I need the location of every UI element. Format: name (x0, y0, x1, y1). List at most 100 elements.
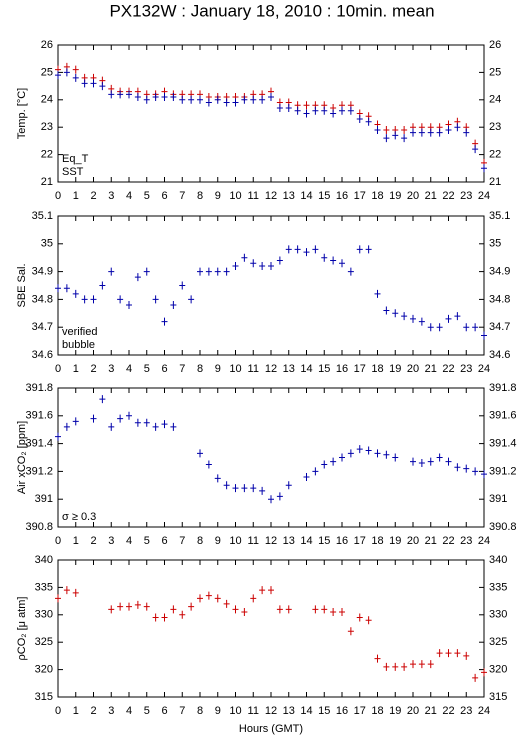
y-tick-label-right: 22 (489, 149, 501, 161)
data-point (259, 262, 266, 271)
y-tick-label: 22 (41, 149, 53, 161)
data-point (401, 662, 408, 671)
y-tick-label-right: 325 (489, 636, 507, 648)
data-point (294, 106, 301, 115)
data-point (410, 457, 416, 466)
data-point (126, 300, 132, 309)
data-point (72, 65, 79, 74)
x-tick-label: 22 (442, 363, 454, 375)
x-tick-label: 2 (90, 535, 96, 547)
x-tick-label: 22 (442, 705, 454, 717)
data-point (303, 101, 310, 110)
chart-title: PX132W : January 18, 2010 : 10min. mean (109, 1, 434, 20)
data-point (294, 245, 301, 254)
x-tick-label: 17 (354, 363, 366, 375)
legend-entry: verified (62, 326, 97, 338)
x-tick-label: 8 (197, 190, 203, 202)
y-tick-label-right: 391.8 (489, 382, 517, 394)
data-point (117, 414, 124, 423)
data-point (268, 262, 274, 271)
data-point (241, 484, 248, 493)
data-point (481, 331, 487, 340)
y-tick-label: 340 (35, 554, 53, 566)
x-tick-label: 24 (478, 363, 490, 375)
data-point (161, 93, 168, 102)
x-tick-label: 11 (248, 535, 259, 547)
data-point (276, 256, 283, 265)
data-point (463, 464, 470, 473)
data-point (410, 128, 416, 137)
y-tick-label-right: 34.8 (489, 293, 510, 305)
data-point (143, 418, 150, 427)
y-axis-label: ρCO₂ [μ atm] (16, 597, 28, 661)
x-tick-label: 17 (354, 705, 366, 717)
data-point (312, 245, 319, 254)
data-point (321, 106, 328, 115)
x-tick-label: 17 (354, 535, 366, 547)
y-tick-label-right: 25 (489, 66, 501, 78)
data-point (285, 605, 292, 614)
data-point (427, 457, 434, 466)
data-point (356, 245, 363, 254)
data-point (170, 300, 177, 309)
data-point (205, 591, 212, 600)
x-tick-label: 12 (265, 705, 277, 717)
y-tick-label: 325 (35, 636, 53, 648)
x-tick-label: 6 (161, 190, 167, 202)
data-point (55, 594, 61, 603)
x-tick-label: 17 (354, 190, 366, 202)
x-tick-label: 22 (442, 535, 454, 547)
data-point (454, 123, 461, 132)
data-point (472, 145, 479, 154)
x-tick-label: 20 (407, 535, 419, 547)
data-point (383, 306, 390, 315)
x-tick-label: 12 (265, 190, 277, 202)
x-tick-label: 14 (300, 705, 312, 717)
plot-frame (57, 559, 485, 698)
data-point (197, 95, 203, 104)
x-tick-label: 23 (460, 190, 472, 202)
data-point (108, 267, 115, 276)
y-tick-label: 391.8 (25, 382, 53, 394)
data-point (339, 608, 345, 617)
data-point (285, 481, 292, 490)
data-point (303, 248, 310, 257)
data-point (285, 104, 292, 113)
data-point (312, 605, 319, 614)
data-point (170, 93, 177, 102)
data-point (330, 256, 337, 265)
data-point (161, 613, 168, 622)
x-tick-label: 11 (248, 190, 259, 202)
plot-frame (57, 215, 485, 356)
data-point (374, 125, 381, 134)
x-tick-label: 1 (73, 190, 79, 202)
y-tick-label: 391 (35, 493, 53, 505)
y-tick-label-right: 330 (489, 609, 507, 621)
data-point (383, 134, 390, 143)
annotation: bubble (62, 339, 95, 351)
data-point (161, 317, 168, 326)
data-point (197, 594, 203, 603)
y-tick-label: 21 (41, 176, 53, 188)
x-tick-label: 15 (318, 363, 330, 375)
x-tick-label: 15 (318, 705, 330, 717)
data-point (223, 599, 230, 608)
x-tick-label: 3 (108, 705, 114, 717)
data-point (134, 93, 141, 102)
y-tick-label-right: 335 (489, 581, 507, 593)
data-point (81, 295, 88, 304)
y-tick-label: 330 (35, 609, 53, 621)
data-point (232, 605, 239, 614)
x-tick-label: 7 (179, 535, 185, 547)
x-axis-label: Hours (GMT) (239, 723, 303, 735)
x-tick-label: 19 (389, 705, 401, 717)
data-point (170, 422, 177, 431)
data-point (72, 588, 79, 597)
x-tick-label: 0 (55, 363, 61, 375)
x-tick-label: 7 (179, 190, 185, 202)
data-point (179, 610, 186, 619)
y-tick-label: 24 (41, 94, 53, 106)
x-tick-label: 0 (55, 190, 61, 202)
data-point (126, 411, 132, 420)
data-point (99, 395, 106, 404)
